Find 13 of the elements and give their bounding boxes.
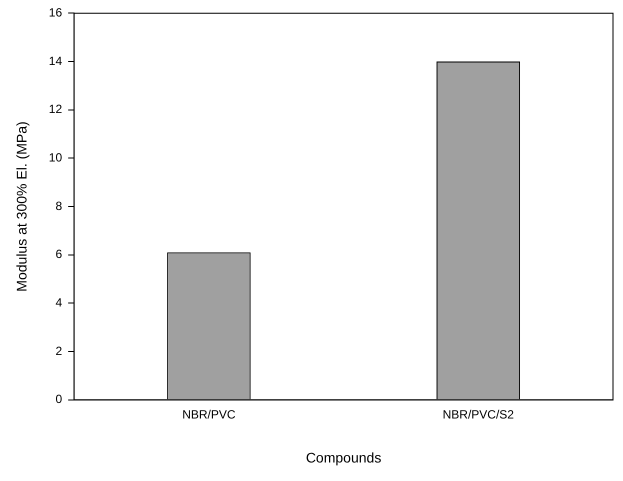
y-tick-label: 0 — [55, 392, 62, 406]
x-axis-title: Compounds — [306, 449, 382, 466]
y-tick-label: 10 — [48, 150, 62, 164]
x-tick-label: NBR/PVC — [182, 407, 236, 422]
y-axis-title: Modulus at 300% El. (MPa) — [13, 121, 30, 292]
y-tick-label: 4 — [55, 295, 62, 310]
y-tick-label: 16 — [48, 6, 62, 20]
y-tick-label: 8 — [55, 198, 62, 213]
y-tick-label: 6 — [55, 247, 62, 262]
x-tick-label: NBR/PVC/S2 — [442, 407, 514, 422]
y-tick-label: 14 — [48, 54, 62, 68]
y-tick-label: 2 — [55, 344, 62, 358]
y-tick-label: 12 — [48, 102, 62, 116]
